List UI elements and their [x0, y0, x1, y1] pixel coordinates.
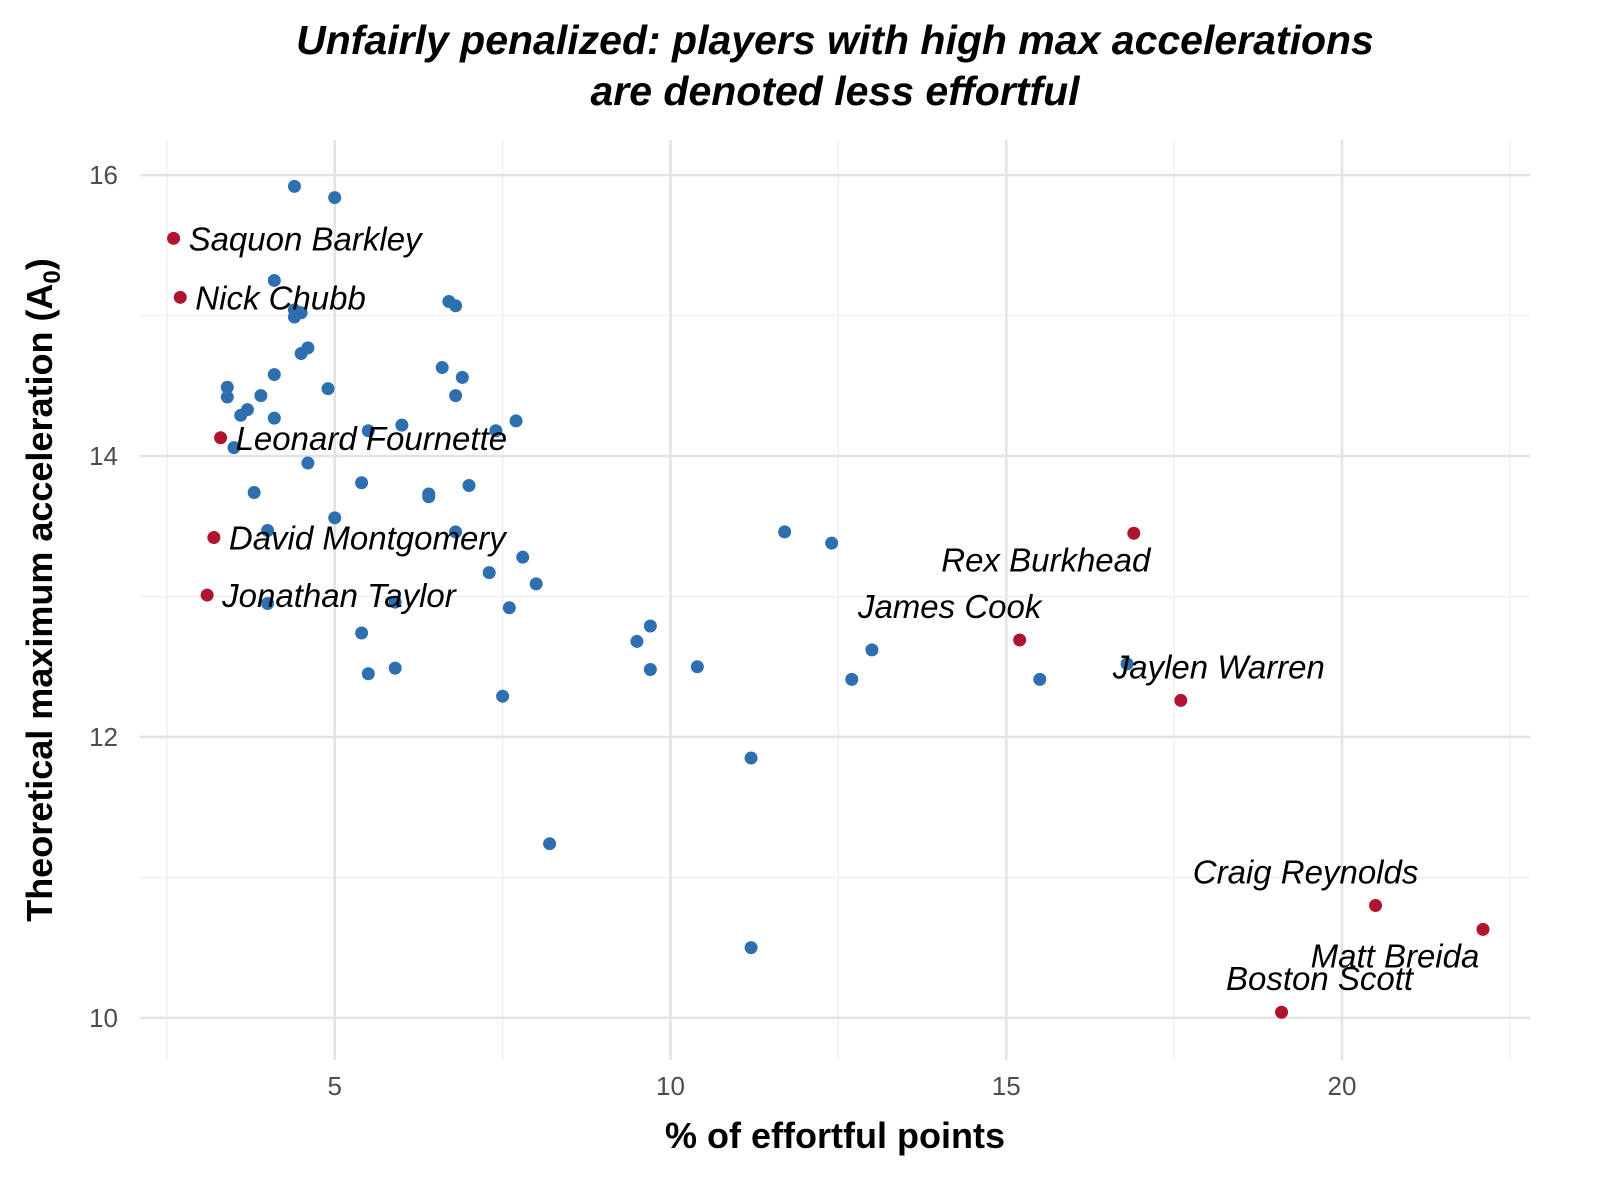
data-point [422, 490, 436, 504]
point-label: Nick Chubb [195, 279, 366, 316]
data-point [395, 418, 409, 432]
x-tick-label: 5 [327, 1071, 341, 1101]
data-point [435, 361, 449, 375]
data-point [267, 368, 281, 382]
point-label: Saquon Barkley [189, 220, 424, 257]
data-point [355, 626, 369, 640]
highlighted-point [200, 588, 214, 602]
point-label: James Cook [857, 588, 1043, 625]
data-point [630, 634, 644, 648]
data-point [220, 390, 234, 404]
data-point [496, 689, 510, 703]
data-point [361, 424, 375, 438]
data-point [261, 597, 275, 611]
data-point [220, 380, 234, 394]
highlighted-point [1127, 526, 1141, 540]
data-point [482, 566, 496, 580]
y-tick-label: 10 [89, 1003, 118, 1033]
data-point [234, 408, 248, 422]
data-point [388, 595, 402, 609]
chart-title-line-2: are denoted less effortful [590, 68, 1081, 114]
highlighted-point [1013, 633, 1027, 647]
data-point [462, 479, 476, 493]
data-point [516, 550, 530, 564]
data-point [1033, 672, 1047, 686]
data-point [865, 643, 879, 657]
data-point [543, 837, 557, 851]
point-label: Leonard Fournette [236, 420, 508, 457]
point-label: Rex Burkhead [941, 541, 1152, 578]
data-point [529, 577, 543, 591]
point-label: Craig Reynolds [1193, 853, 1419, 890]
point-label: Jonathan Taylor [221, 577, 458, 614]
data-point [1120, 657, 1134, 671]
x-axis-title: % of effortful points [665, 1115, 1005, 1156]
data-point [643, 663, 657, 677]
data-point [267, 273, 281, 287]
data-point [744, 751, 758, 765]
x-tick-label: 20 [1328, 1071, 1357, 1101]
data-point [845, 672, 859, 686]
y-tick-label: 14 [89, 441, 118, 471]
highlighted-point [1174, 693, 1188, 707]
y-tick-label: 12 [89, 722, 118, 752]
data-point [287, 310, 301, 324]
highlighted-point [1275, 1005, 1289, 1019]
tick-labels: 5 10 15 20 10 12 14 16 [89, 160, 1356, 1101]
data-point [247, 486, 261, 500]
highlighted-point [207, 530, 221, 544]
data-point [489, 424, 503, 438]
data-point [449, 525, 463, 539]
y-tick-label: 16 [89, 160, 118, 190]
chart-title-line-1: Unfairly penalized: players with high ma… [296, 17, 1374, 63]
data-point [301, 456, 315, 470]
highlighted-point [167, 231, 181, 245]
data-point [321, 382, 335, 396]
point-label: David Montgomery [229, 519, 508, 556]
x-tick-label: 15 [992, 1071, 1021, 1101]
highlighted-point [1369, 898, 1383, 912]
data-point [690, 660, 704, 674]
data-point [502, 601, 516, 615]
data-point [267, 411, 281, 425]
data-point [744, 941, 758, 955]
point-labels: Saquon Barkley Nick Chubb Leonard Fournett… [189, 220, 1480, 997]
data-point [355, 476, 369, 490]
data-point [825, 536, 839, 550]
grid [140, 140, 1530, 1060]
point-label: Jaylen Warren [1112, 648, 1325, 685]
data-point [261, 523, 275, 537]
data-point [449, 299, 463, 313]
point-label: Matt Breida [1311, 937, 1480, 974]
data-point [455, 370, 469, 384]
data-point [449, 389, 463, 403]
y-axis-title-main: Theoretical maximum acceleration (A [19, 284, 60, 922]
data-point [294, 346, 308, 360]
data-point [227, 441, 241, 455]
data-point [254, 389, 268, 403]
y-axis-title: Theoretical maximum acceleration (A0) [19, 258, 66, 922]
data-point [643, 619, 657, 633]
y-axis-title-subscript: 0 [39, 270, 66, 283]
x-tick-label: 10 [656, 1071, 685, 1101]
y-axis-title-close: ) [19, 258, 60, 270]
data-point [509, 414, 523, 428]
data-point [361, 667, 375, 681]
data-point [778, 525, 792, 539]
point-label: Boston Scott [1226, 960, 1415, 997]
data-point [328, 191, 342, 205]
data-point [287, 179, 301, 193]
highlighted-point [1476, 922, 1490, 936]
data-point [328, 511, 342, 525]
data-point [388, 661, 402, 675]
data-points [167, 179, 1490, 1019]
highlighted-point [173, 290, 187, 304]
highlighted-point [214, 431, 228, 445]
